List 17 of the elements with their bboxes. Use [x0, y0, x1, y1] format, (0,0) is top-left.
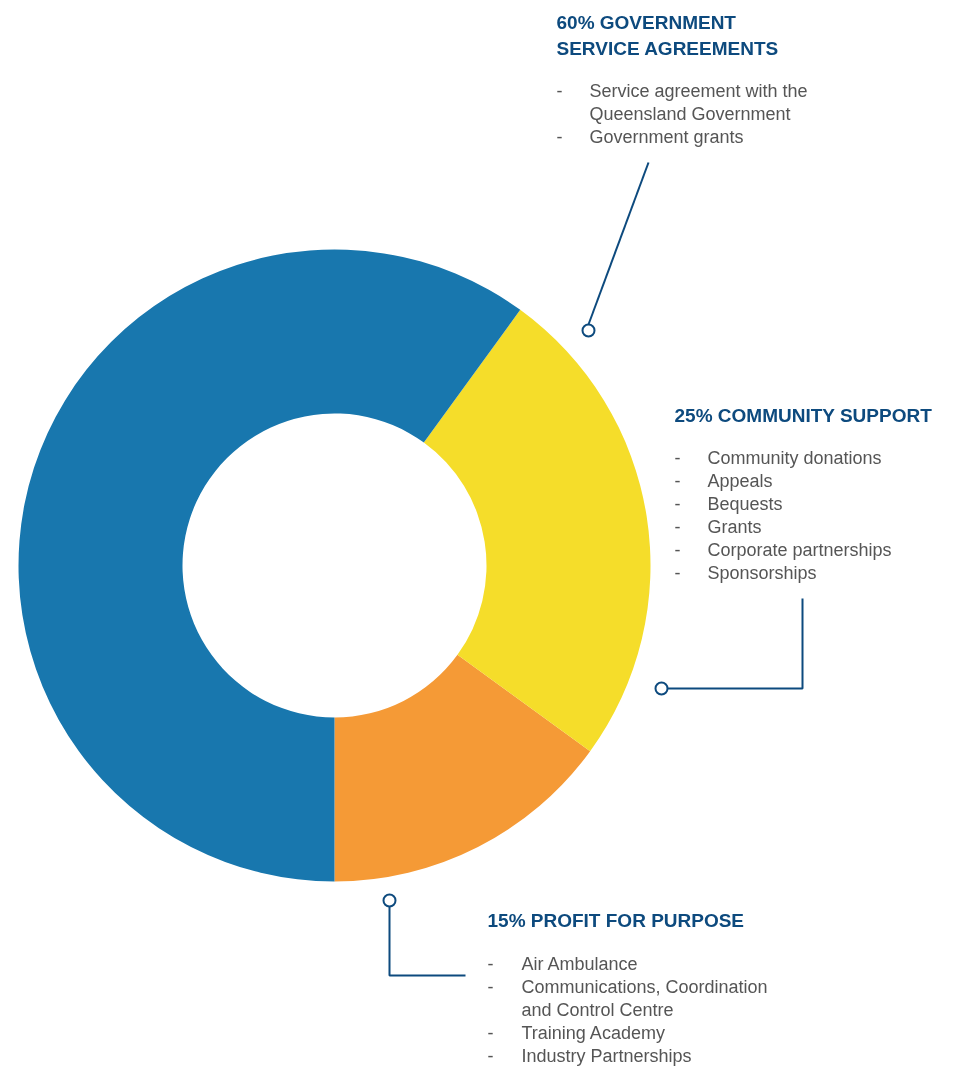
- slice-label: 25% COMMUNITY SUPPORT: [674, 405, 933, 426]
- text: Queensland Government: [589, 103, 791, 124]
- text: - Appeals: [674, 470, 773, 491]
- text: - Grants: [674, 516, 762, 537]
- slice-label: 15% PROFIT FOR PURPOSE: [487, 910, 745, 931]
- text: - Sponsorships: [674, 562, 817, 583]
- text: - Service agreement with the: [556, 80, 808, 101]
- slice-label: 60% GOVERNMENT SERVICE AGREEMENTS: [556, 12, 779, 59]
- text: - Communications, Coordination: [487, 976, 768, 997]
- text: - Government grants: [556, 126, 744, 147]
- text: - Industry Partnerships: [487, 1045, 692, 1066]
- text: - Bequests: [674, 493, 783, 514]
- text: and Control Centre: [521, 999, 674, 1020]
- text: - Corporate partnerships: [674, 539, 892, 560]
- text: - Community donations: [674, 447, 882, 468]
- text: - Air Ambulance: [487, 953, 638, 974]
- text: - Training Academy: [487, 1022, 665, 1043]
